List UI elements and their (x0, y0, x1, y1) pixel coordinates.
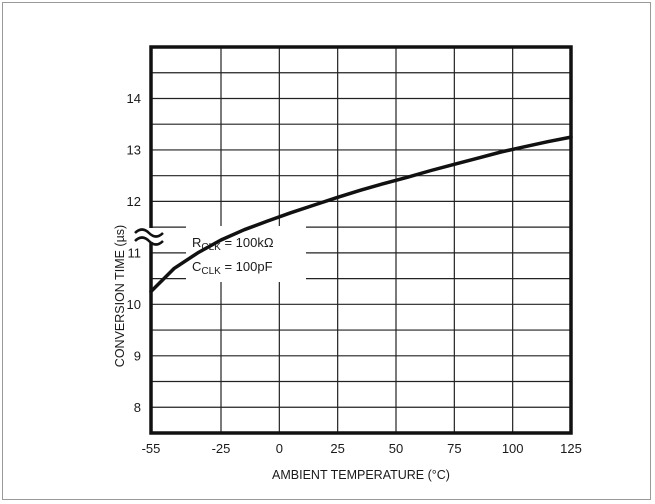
y-tick-label: 14 (127, 91, 141, 106)
x-tick-label: 0 (276, 441, 283, 456)
y-axis-break-symbol (134, 228, 165, 246)
y-tick-label: 8 (134, 400, 141, 415)
grid (151, 47, 571, 433)
y-tick-label: 11 (128, 245, 142, 260)
annotation-background (186, 226, 306, 282)
y-tick-label: 12 (127, 194, 141, 209)
x-tick-label: 50 (389, 441, 403, 456)
y-axis-title: CONVERSION TIME (µs) (113, 225, 127, 367)
figure-frame (2, 2, 651, 500)
y-tick-label: 9 (134, 348, 141, 363)
x-tick-label: 100 (502, 441, 524, 456)
annotation-rclk: RCLK = 100kΩ (192, 235, 274, 253)
annotation-cclk: CCLK = 100pF (192, 259, 273, 277)
axis-break-wave (134, 228, 164, 238)
x-tick-label: 25 (330, 441, 344, 456)
x-tick-label: -55 (142, 441, 161, 456)
x-tick-label: 75 (447, 441, 461, 456)
x-tick-label: 125 (560, 441, 582, 456)
axis-break-wave (134, 236, 164, 246)
x-axis-title: AMBIENT TEMPERATURE (°C) (272, 468, 450, 482)
y-tick-labels: 8 9 10 11 12 13 14 (127, 91, 141, 415)
series-line (149, 135, 573, 294)
x-tick-label: -25 (212, 441, 231, 456)
x-tick-labels: -55 -25 0 25 50 75 100 125 (142, 441, 582, 456)
y-tick-label: 10 (127, 297, 141, 312)
y-tick-label: 13 (127, 142, 141, 157)
